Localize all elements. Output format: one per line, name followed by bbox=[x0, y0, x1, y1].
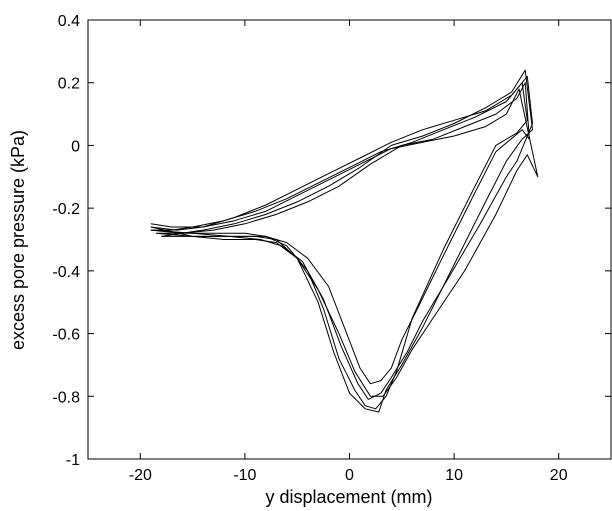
y-tick-label: 0 bbox=[71, 138, 80, 155]
x-tick-label: -20 bbox=[129, 467, 152, 484]
y-tick-label: -0.4 bbox=[52, 264, 80, 281]
series-line-2 bbox=[155, 69, 533, 413]
series-line-3 bbox=[150, 88, 539, 397]
series-layer bbox=[150, 69, 539, 413]
y-tick-label: 0.4 bbox=[58, 13, 80, 30]
ticks-layer: -20 -10 0 10 20 0.4 0.2 0 -0.2 -0.4 -0.6 -0.8 -1 bbox=[52, 13, 611, 484]
series-line-4 bbox=[161, 82, 530, 385]
y-tick-label: -0.8 bbox=[52, 389, 80, 406]
y-tick-label: 0.2 bbox=[58, 76, 80, 93]
x-tick-label: 10 bbox=[445, 467, 463, 484]
y-tick-label: -0.6 bbox=[52, 327, 80, 344]
x-tick-label: 20 bbox=[550, 467, 568, 484]
y-tick-label: -0.2 bbox=[52, 201, 80, 218]
y-axis-title: excess pore pressure (kPa) bbox=[8, 130, 28, 350]
y-tick-label: -1 bbox=[66, 452, 80, 469]
x-tick-label: 0 bbox=[345, 467, 354, 484]
series-line-5 bbox=[150, 75, 533, 400]
x-axis-title: y displacement (mm) bbox=[265, 487, 432, 507]
x-tick-label: -10 bbox=[233, 467, 256, 484]
